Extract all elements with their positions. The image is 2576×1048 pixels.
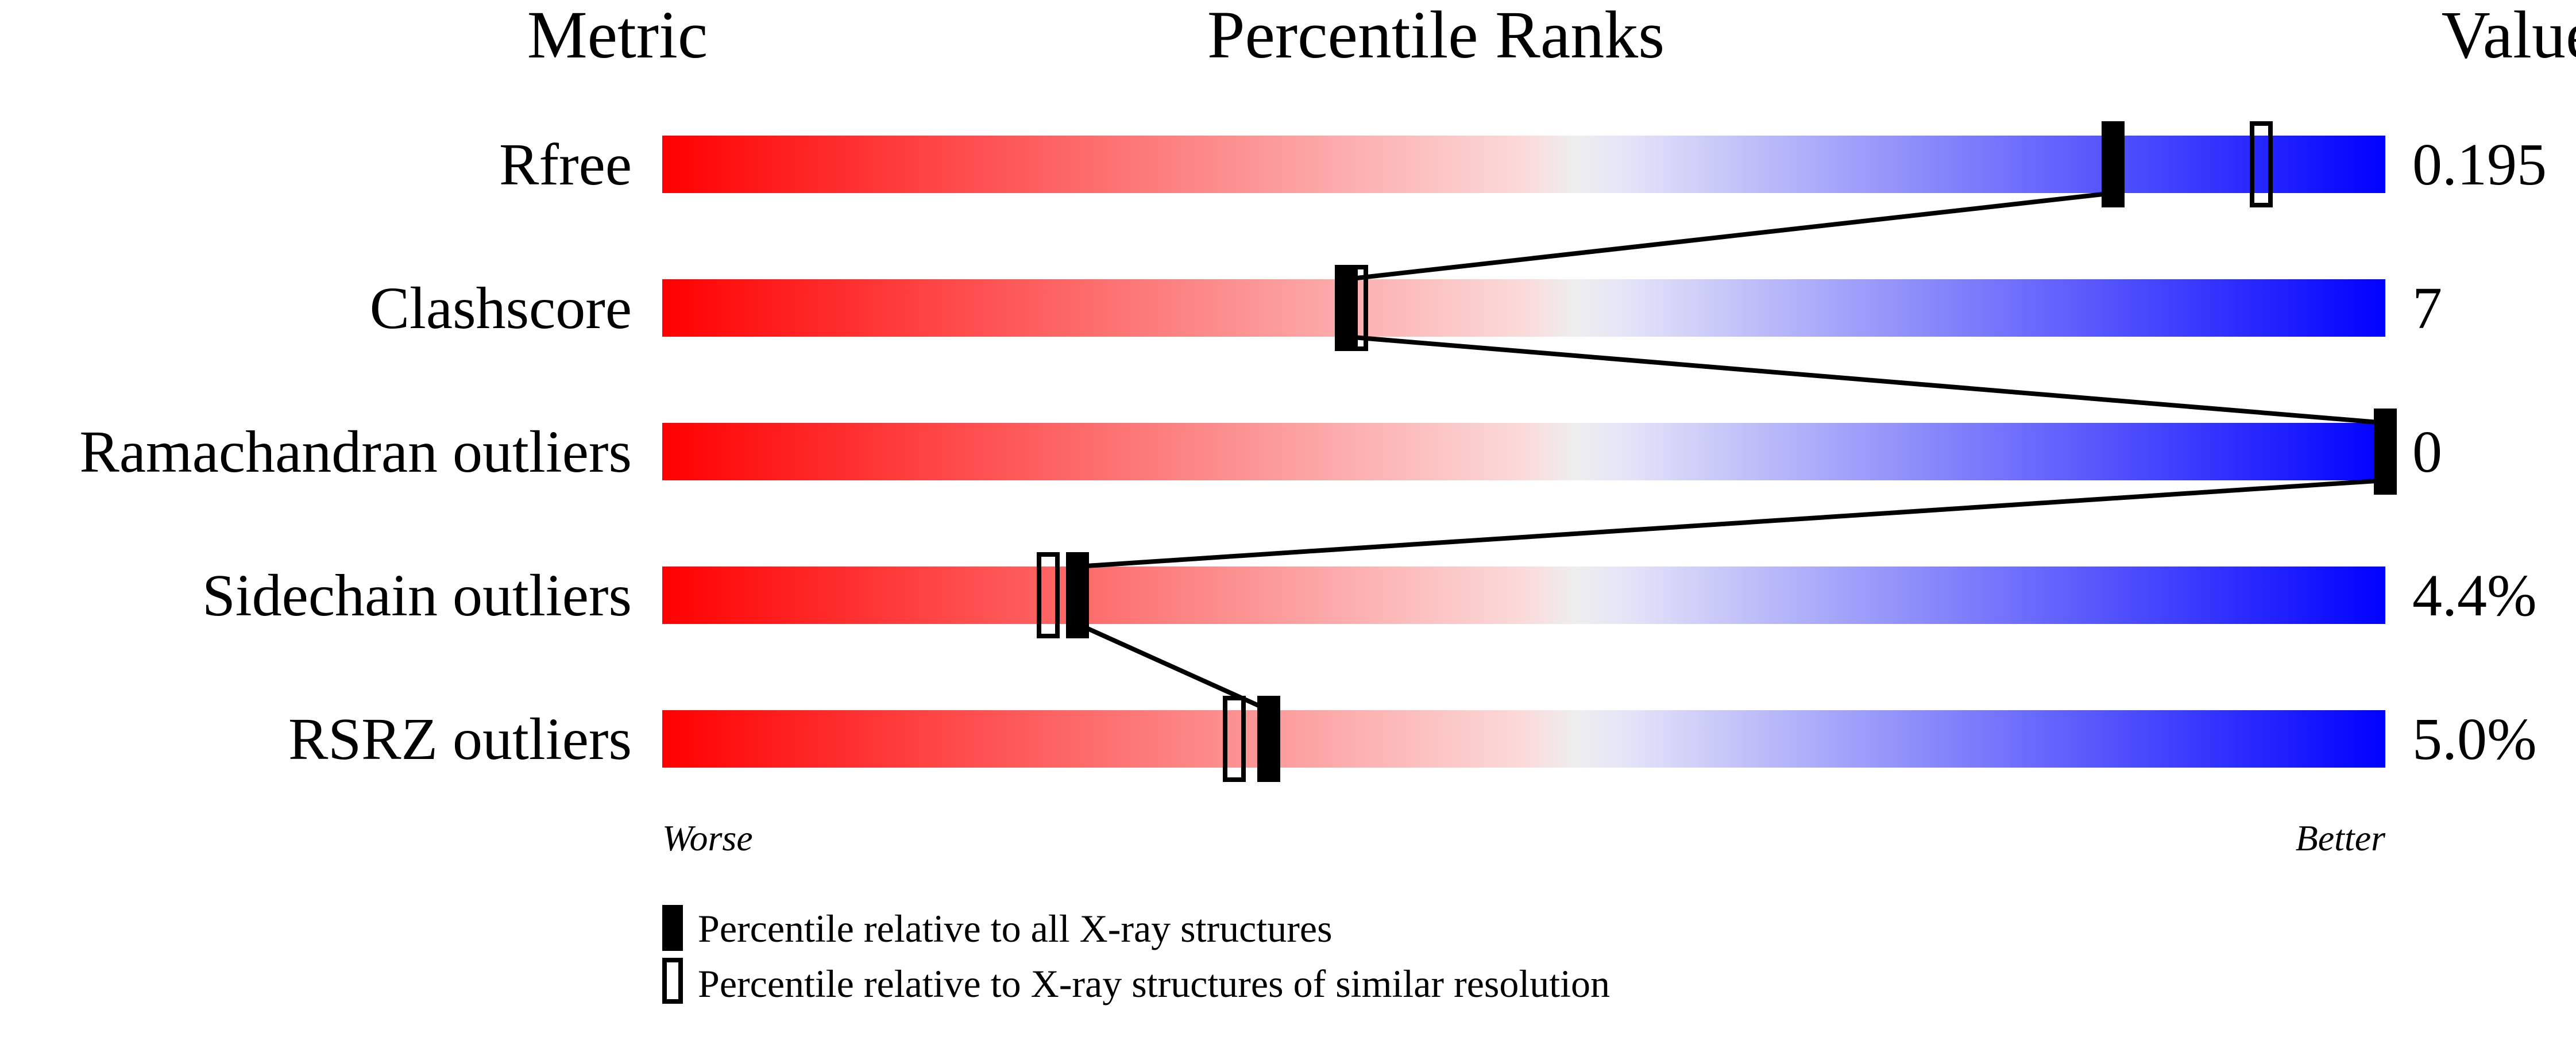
marker-all-structures <box>2374 409 2397 495</box>
marker-similar-resolution <box>1037 552 1060 638</box>
axis-worse-label: Worse <box>662 818 753 858</box>
percentile-bar <box>662 423 2385 480</box>
marker-similar-resolution <box>1223 696 1246 782</box>
metric-value: 7 <box>2412 275 2442 341</box>
legend-label: Percentile relative to X-ray structures … <box>698 962 1610 1005</box>
metric-value: 5.0% <box>2412 706 2537 772</box>
metric-label: Rfree <box>499 132 632 198</box>
percentile-bar <box>662 710 2385 768</box>
legend-filled-marker-icon <box>662 905 683 951</box>
header-value: Value <box>2442 0 2576 72</box>
connector-line <box>1346 334 2386 425</box>
header-metric: Metric <box>527 0 708 72</box>
connector-line <box>1077 478 2386 569</box>
connector-line <box>1346 191 2114 282</box>
metric-label: Ramachandran outliers <box>79 419 632 485</box>
marker-all-structures <box>1335 265 1358 351</box>
metric-label: Sidechain outliers <box>202 562 632 629</box>
marker-all-structures <box>1257 696 1280 782</box>
legend-label: Percentile relative to all X-ray structu… <box>698 907 1333 950</box>
metric-value: 4.4% <box>2412 562 2537 629</box>
metric-value: 0.195 <box>2412 132 2547 198</box>
header-percentile-ranks: Percentile Ranks <box>1207 0 1664 72</box>
percentile-bar <box>662 136 2385 193</box>
marker-all-structures <box>1066 552 1089 638</box>
metric-value: 0 <box>2412 419 2442 485</box>
percentile-bar <box>662 567 2385 624</box>
legend-open-marker-icon <box>662 958 683 1004</box>
marker-all-structures <box>2102 121 2125 207</box>
percentile-bar <box>662 279 2385 337</box>
axis-better-label: Better <box>2296 818 2386 858</box>
marker-similar-resolution <box>2250 121 2273 207</box>
metric-label: RSRZ outliers <box>288 706 632 772</box>
metric-label: Clashscore <box>370 275 632 341</box>
